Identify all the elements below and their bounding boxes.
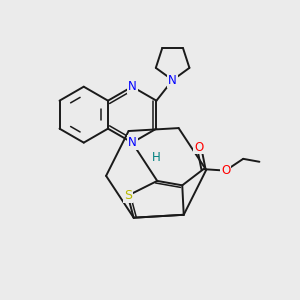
Text: O: O xyxy=(194,141,204,154)
Text: N: N xyxy=(128,136,136,149)
Text: N: N xyxy=(168,74,177,87)
Text: N: N xyxy=(128,80,136,93)
Text: O: O xyxy=(221,164,230,177)
Text: S: S xyxy=(124,189,132,202)
Text: H: H xyxy=(152,151,161,164)
